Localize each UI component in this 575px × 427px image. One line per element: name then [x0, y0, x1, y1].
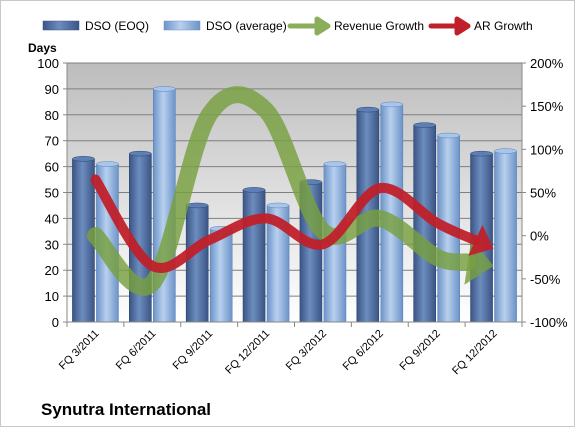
bar-cap-dso-eoq [185, 202, 209, 209]
category-label: FQ 3/2011 [57, 328, 102, 373]
y-tick-label: 30 [45, 237, 59, 252]
bar-layer [72, 86, 517, 323]
bar-cap-dso-eoq [356, 106, 380, 113]
legend-item-dso-eoq: DSO (EOQ) [42, 19, 149, 33]
category-label: FQ 12/2011 [223, 328, 272, 377]
y2-tick-label: 0% [530, 229, 549, 244]
legend-label-revenue-growth: Revenue Growth [334, 19, 424, 33]
y2-tick-label: 50% [530, 186, 556, 201]
y-tick-label: 90 [45, 82, 59, 97]
legend-item-dso-average: DSO (average) [163, 19, 287, 33]
bar-cap-dso-average [380, 101, 404, 108]
legend-swatch-dso-eoq [42, 20, 80, 31]
y2-tick-label: -100% [530, 315, 568, 330]
legend-label-ar-growth: AR Growth [474, 19, 533, 33]
bar-dso-average [494, 150, 517, 323]
y-tick-label: 40 [45, 211, 59, 226]
legend: DSO (EOQ) DSO (average) Revenue Growth A… [42, 16, 533, 36]
bar-cap-dso-eoq [413, 122, 436, 128]
bar-cap-dso-average [153, 86, 176, 92]
axis-layer [66, 63, 523, 323]
bar-cap-dso-eoq [129, 150, 152, 157]
category-label: FQ 6/2011 [114, 328, 159, 373]
bar-dso-eoq [185, 205, 209, 323]
y-tick-label: 70 [45, 134, 59, 149]
bar-cap-dso-eoq [242, 187, 266, 193]
legend-swatch-dso-average [163, 20, 201, 31]
bar-cap-dso-eoq [72, 156, 95, 162]
y2-tick-label: 200% [530, 56, 564, 71]
legend-label-dso-eoq: DSO (EOQ) [85, 19, 149, 33]
legend-arrow-ar-growth [428, 16, 471, 36]
category-label: FQ 6/2012 [341, 328, 386, 373]
line-layer [86, 86, 494, 296]
y-tick-label: 20 [45, 263, 59, 278]
bar-cap-dso-eoq [470, 150, 493, 157]
category-label: FQ 9/2011 [171, 328, 216, 373]
bar-cap-dso-average [437, 132, 460, 139]
y-tick-label: 100 [37, 56, 59, 71]
y2-tick-label: 100% [530, 142, 564, 157]
y2-tick-label: -50% [530, 272, 561, 287]
y-tick-label: 0 [52, 315, 59, 330]
legend-item-ar-growth: AR Growth [428, 16, 533, 36]
y-tick-labels: 0 10 20 30 40 50 60 70 80 90 100 [37, 56, 59, 330]
chart-title: Synutra International [41, 400, 211, 419]
category-label: FQ 12/2012 [450, 328, 500, 378]
category-label: FQ 9/2012 [398, 328, 443, 373]
y-tick-label: 10 [45, 289, 59, 304]
line-revenue-growth [86, 86, 477, 296]
y-axis-label: Days [28, 41, 57, 55]
category-label: FQ 3/2012 [284, 328, 329, 373]
y-tick-label: 80 [45, 108, 59, 123]
y-tick-label: 50 [45, 186, 59, 201]
y2-tick-labels: -100% -50% 0% 50% 100% 150% 200% [530, 56, 568, 330]
y-tick-label: 60 [45, 160, 59, 175]
bar-cap-dso-average [96, 161, 119, 167]
bar-cap-dso-average [266, 202, 290, 209]
bar-cap-dso-average [494, 148, 517, 154]
y2-tick-label: 150% [530, 99, 564, 114]
legend-label-dso-average: DSO (average) [206, 19, 287, 33]
bar-dso-eoq [242, 189, 266, 323]
line-ar-growth [90, 174, 481, 273]
legend-item-revenue-growth: Revenue Growth [287, 16, 424, 36]
arrowhead-ar-growth [468, 224, 494, 256]
legend-arrow-revenue-growth [287, 16, 331, 36]
bar-cap-dso-average [323, 161, 347, 167]
category-labels: FQ 3/2011 FQ 6/2011 FQ 9/2011 FQ 12/2011 FQ … [57, 328, 500, 378]
